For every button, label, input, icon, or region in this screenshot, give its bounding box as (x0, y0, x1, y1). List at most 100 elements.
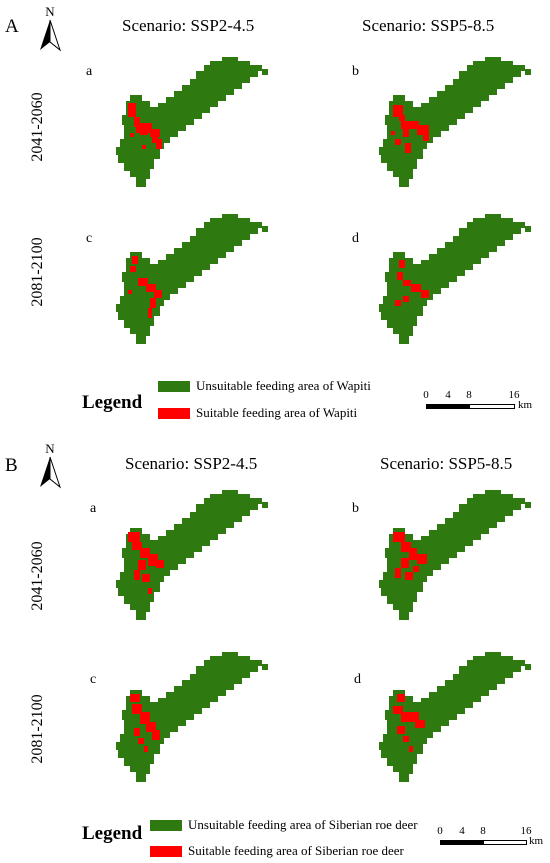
unsuitable-area (116, 214, 268, 344)
suitable-area-cell (417, 125, 429, 135)
suitable-area-cell (138, 560, 146, 570)
suitable-area-cell (413, 566, 419, 572)
suitable-area-cell (146, 284, 156, 292)
scale-tick-0: 0 (437, 825, 443, 837)
north-arrow-icon (40, 19, 62, 52)
scale-bar-b: 0 4 8 16 km (437, 825, 550, 855)
suitable-area-cell (421, 290, 429, 298)
legend-swatch-unsuitable-a (158, 381, 190, 392)
map-b-a (116, 490, 268, 620)
suitable-area-cell (423, 131, 429, 141)
suitable-area-cell (403, 129, 409, 137)
scenario-label-ssp245: Scenario: SSP2-4.5 (122, 16, 255, 35)
suitable-area-cell (128, 532, 140, 542)
scale-tick-0: 0 (423, 389, 429, 401)
suitable-area-cell (134, 570, 140, 580)
scale-tick-4: 4 (459, 825, 465, 837)
period-label-2041-2060: 2041-2060 (29, 92, 46, 162)
unsuitable-area (379, 57, 531, 187)
scale-segment-dark (440, 840, 484, 845)
map-b-d (379, 652, 531, 782)
map-letter-c: c (90, 672, 97, 687)
suitable-area-cell (401, 121, 419, 129)
scale-unit: km (529, 835, 544, 847)
legend-swatch-suitable-a (158, 408, 190, 419)
suitable-area-cell (152, 135, 158, 143)
suitable-area-cell (393, 532, 405, 542)
suitable-area-cell (142, 145, 146, 149)
suitable-area-cell (399, 260, 405, 268)
scale-tick-8: 8 (466, 389, 472, 401)
unsuitable-area (379, 490, 531, 620)
suitable-area-cell (401, 542, 411, 552)
suitable-area-cell (130, 133, 134, 137)
scale-segment-light (483, 840, 527, 845)
scale-segment-dark (426, 404, 470, 409)
unsuitable-area (379, 652, 531, 782)
suitable-area-cell (148, 308, 152, 318)
map-letter-c: c (86, 231, 93, 246)
suitable-area-cell (156, 139, 162, 149)
suitable-area-cell (397, 694, 405, 702)
scenario-label-ssp245: Scenario: SSP2-4.5 (125, 454, 258, 473)
north-letter: N (45, 4, 55, 19)
suitable-area-cell (132, 256, 138, 264)
suitable-area-cell (132, 542, 142, 550)
suitable-area-cell (409, 746, 413, 752)
scale-segment-light (469, 404, 515, 409)
suitable-area-cell (134, 728, 140, 736)
legend-swatch-unsuitable-b (150, 820, 182, 831)
suitable-area-cell (397, 272, 403, 280)
suitable-area-cell (134, 117, 140, 127)
suitable-area-cell (403, 736, 409, 742)
suitable-area-cell (397, 726, 405, 734)
scale-unit: km (518, 399, 533, 411)
suitable-area-cell (415, 720, 425, 728)
map-a-a (116, 57, 268, 187)
legend-text-unsuitable-a: Unsuitable feeding area of Wapiti (196, 378, 371, 393)
suitable-area-cell (395, 300, 401, 306)
suitable-area-cell (403, 296, 409, 302)
period-label-2081-2100: 2081-2100 (29, 237, 46, 307)
suitable-area-cell (128, 290, 132, 294)
scale-bar-a: 0 4 8 16 km (423, 389, 550, 419)
suitable-area-cell (399, 115, 405, 121)
map-letter-a: a (86, 64, 93, 79)
map-letter-b: b (352, 64, 359, 79)
north-arrow-a: N (33, 4, 67, 56)
suitable-area-cell (148, 554, 158, 566)
suitable-area-cell (130, 266, 136, 272)
suitable-area-cell (411, 284, 421, 292)
suitable-area-cell (146, 722, 156, 732)
suitable-area-cell (140, 548, 150, 558)
north-arrow-icon (40, 456, 62, 489)
map-letter-a: a (90, 501, 97, 516)
legend-title-a: Legend (82, 392, 143, 413)
north-arrow-b: N (33, 441, 67, 493)
suitable-area-cell (142, 574, 150, 582)
unsuitable-area (116, 652, 268, 782)
legend-swatch-suitable-b (150, 846, 182, 857)
map-a-d (379, 214, 531, 344)
legend-text-suitable-b: Suitable feeding area of Siberian roe de… (188, 843, 404, 858)
suitable-area-cell (130, 694, 140, 702)
map-letter-d: d (352, 231, 359, 246)
scale-tick-16: 16 (520, 825, 532, 837)
scale-tick-8: 8 (480, 825, 486, 837)
suitable-area-cell (140, 127, 148, 135)
map-b-b (379, 490, 531, 620)
suitable-area-cell (152, 730, 160, 740)
unsuitable-area (116, 490, 268, 620)
suitable-area-cell (132, 704, 142, 714)
map-b-c (116, 652, 268, 782)
map-letter-b: b (352, 501, 359, 516)
suitable-area-cell (128, 103, 136, 117)
suitable-area-cell (405, 572, 413, 580)
suitable-area-cell (144, 746, 148, 752)
scale-tick-4: 4 (445, 389, 451, 401)
suitable-area-cell (395, 568, 401, 578)
map-a-b (379, 57, 531, 187)
suitable-area-cell (401, 558, 409, 568)
suitable-area-cell (405, 143, 411, 153)
suitable-area-cell (393, 706, 403, 714)
